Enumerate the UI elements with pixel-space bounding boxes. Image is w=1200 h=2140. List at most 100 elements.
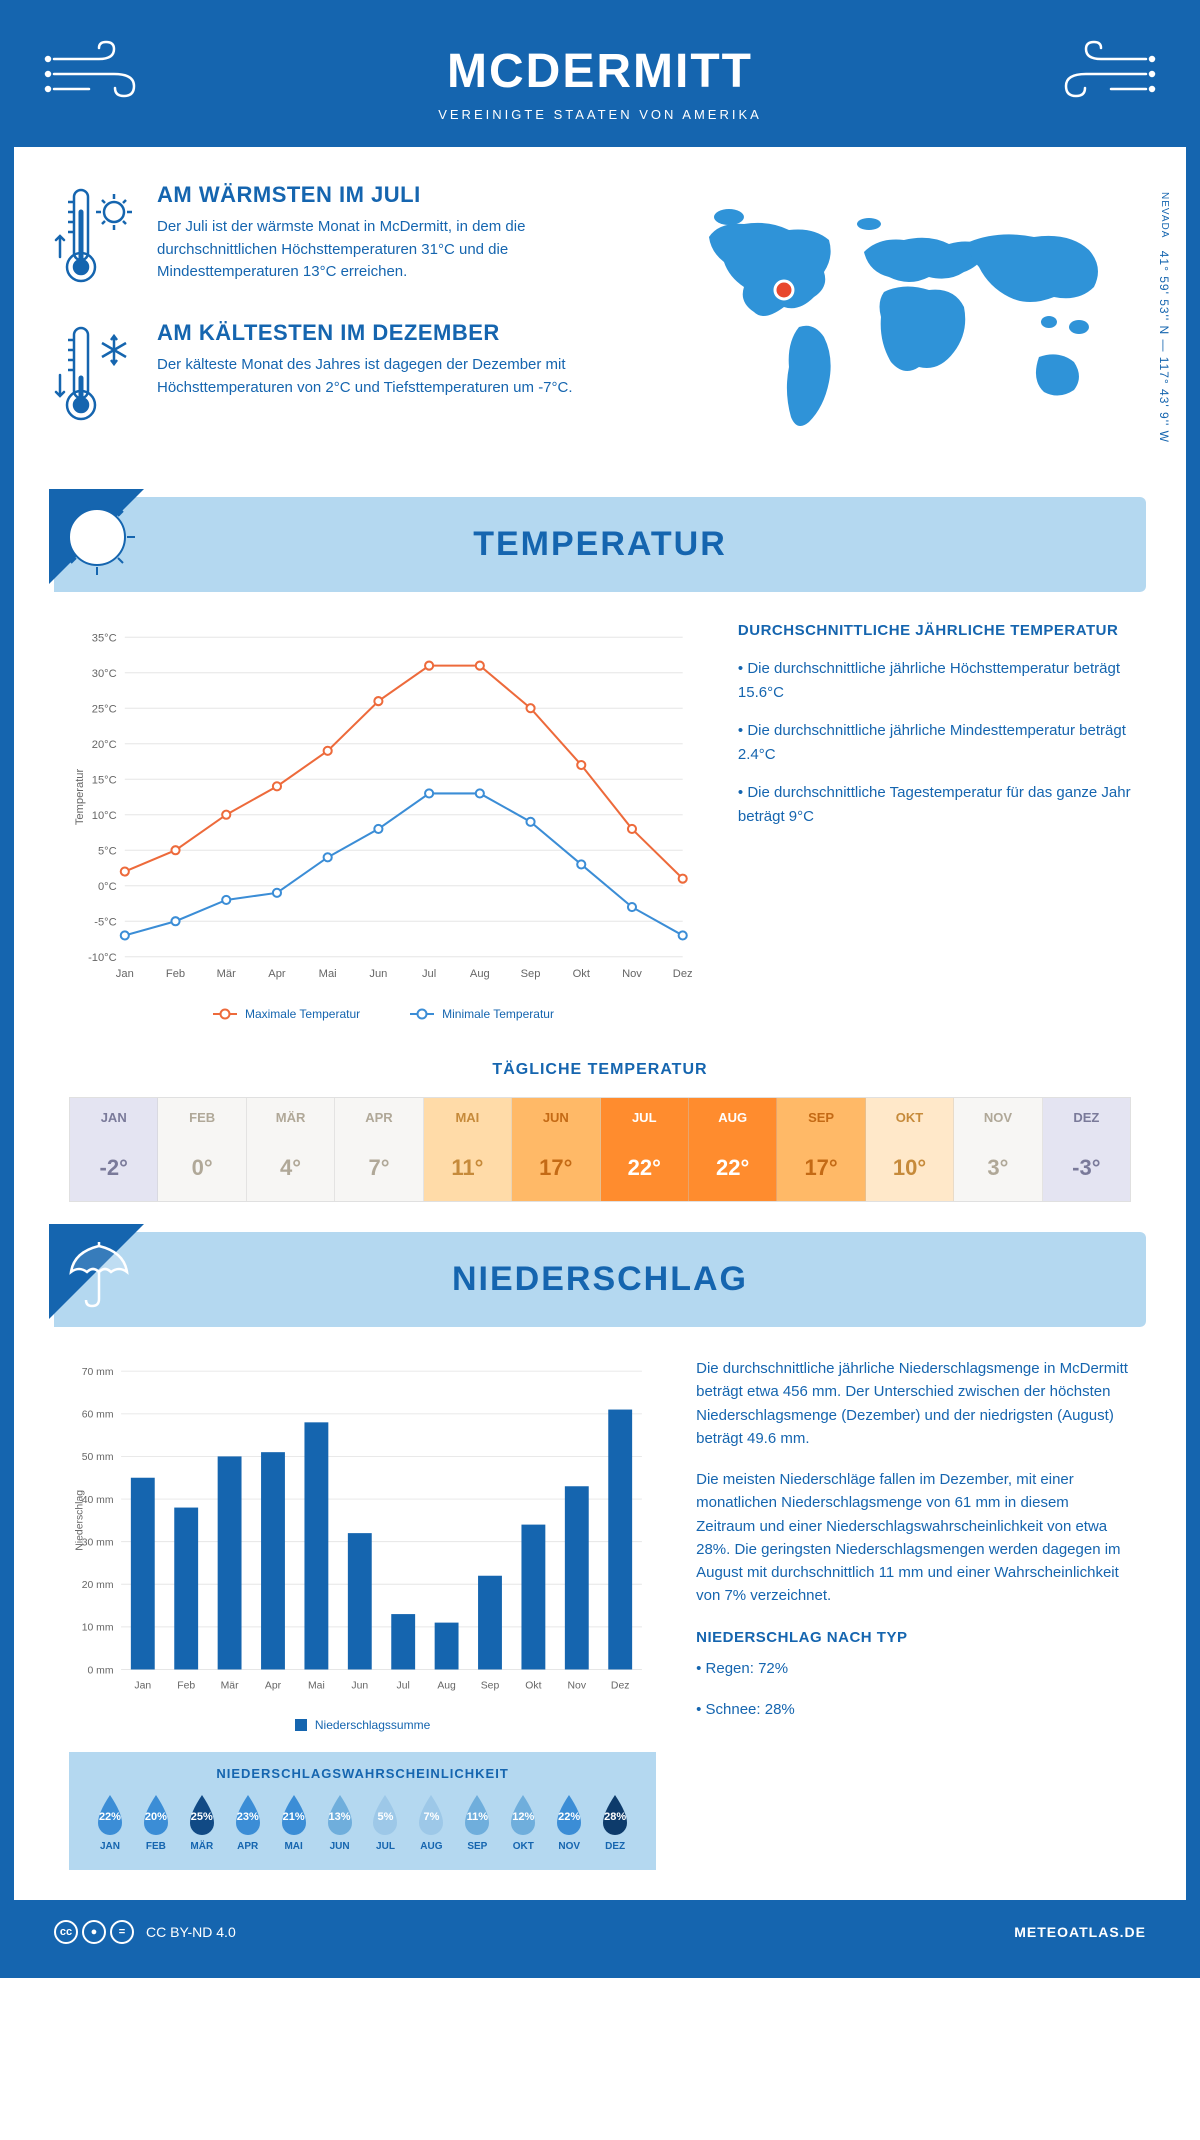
umbrella-icon xyxy=(49,1224,159,1334)
svg-text:Jul: Jul xyxy=(397,1681,410,1692)
sun-icon xyxy=(49,489,159,599)
svg-text:Mai: Mai xyxy=(319,968,337,980)
temperature-chart: -10°C-5°C0°C5°C10°C15°C20°C25°C30°C35°CJ… xyxy=(69,622,698,987)
daily-cell: MAI11° xyxy=(424,1098,512,1201)
precip-type-title: NIEDERSCHLAG NACH TYP xyxy=(696,1626,1131,1649)
probability-item: 13%JUN xyxy=(317,1793,363,1852)
svg-text:Temperatur: Temperatur xyxy=(74,769,86,826)
temp-info-b3: • Die durchschnittliche Tagestemperatur … xyxy=(738,781,1131,829)
svg-text:5°C: 5°C xyxy=(98,845,117,857)
warmest-block: AM WÄRMSTEN IM JULI Der Juli ist der wär… xyxy=(54,182,622,292)
svg-text:0°C: 0°C xyxy=(98,881,117,893)
probability-item: 21%MAI xyxy=(271,1793,317,1852)
cc-icons: cc●= xyxy=(54,1920,134,1944)
daily-cell: AUG22° xyxy=(689,1098,777,1201)
daily-cell: MÄR4° xyxy=(247,1098,335,1201)
precip-legend: Niederschlagssumme xyxy=(69,1718,656,1732)
svg-text:Feb: Feb xyxy=(177,1681,195,1692)
svg-text:Apr: Apr xyxy=(268,968,286,980)
svg-text:Jan: Jan xyxy=(134,1681,151,1692)
svg-text:Okt: Okt xyxy=(573,968,591,980)
page-subtitle: VEREINIGTE STAATEN VON AMERIKA xyxy=(34,107,1166,122)
svg-text:-5°C: -5°C xyxy=(94,916,116,928)
svg-text:Feb: Feb xyxy=(166,968,185,980)
daily-cell: JUN17° xyxy=(512,1098,600,1201)
svg-text:35°C: 35°C xyxy=(92,632,117,644)
daily-cell: SEP17° xyxy=(777,1098,865,1201)
temp-info-title: DURCHSCHNITTLICHE JÄHRLICHE TEMPERATUR xyxy=(738,622,1131,639)
svg-text:Aug: Aug xyxy=(437,1681,456,1692)
svg-text:Apr: Apr xyxy=(265,1681,282,1692)
svg-text:60 mm: 60 mm xyxy=(82,1410,114,1421)
precip-p2: Die meisten Niederschläge fallen im Deze… xyxy=(696,1468,1131,1608)
precip-snow: • Schnee: 28% xyxy=(696,1698,1131,1721)
svg-text:50 mm: 50 mm xyxy=(82,1452,114,1463)
svg-text:10°C: 10°C xyxy=(92,810,117,822)
precip-rain: • Regen: 72% xyxy=(696,1657,1131,1680)
svg-text:10 mm: 10 mm xyxy=(82,1623,114,1634)
probability-item: 7%AUG xyxy=(408,1793,454,1852)
site-name: METEOATLAS.DE xyxy=(1014,1924,1146,1940)
coldest-title: AM KÄLTESTEN IM DEZEMBER xyxy=(157,320,622,346)
wind-icon-right xyxy=(1046,34,1156,114)
probability-item: 12%OKT xyxy=(500,1793,546,1852)
daily-cell: OKT10° xyxy=(866,1098,954,1201)
svg-text:Okt: Okt xyxy=(525,1681,541,1692)
svg-text:Aug: Aug xyxy=(470,968,490,980)
probability-item: 11%SEP xyxy=(454,1793,500,1852)
coldest-block: AM KÄLTESTEN IM DEZEMBER Der kälteste Mo… xyxy=(54,320,622,430)
thermometer-sun-icon xyxy=(54,182,139,292)
svg-text:30°C: 30°C xyxy=(92,668,117,680)
daily-cell: NOV3° xyxy=(954,1098,1042,1201)
daily-cell: DEZ-3° xyxy=(1043,1098,1130,1201)
svg-text:15°C: 15°C xyxy=(92,774,117,786)
probability-item: 22%JAN xyxy=(87,1793,133,1852)
svg-text:30 mm: 30 mm xyxy=(82,1538,114,1549)
svg-text:Sep: Sep xyxy=(521,968,541,980)
daily-cell: APR7° xyxy=(335,1098,423,1201)
header: MCDERMITT VEREINIGTE STAATEN VON AMERIKA xyxy=(14,14,1186,147)
svg-text:Nov: Nov xyxy=(568,1681,587,1692)
coordinates: NEVADA 41° 59' 53'' N — 117° 43' 9'' W xyxy=(1157,192,1171,443)
daily-cell: JUL22° xyxy=(601,1098,689,1201)
svg-text:Dez: Dez xyxy=(673,968,693,980)
probability-item: 28%DEZ xyxy=(592,1793,638,1852)
daily-title: TÄGLICHE TEMPERATUR xyxy=(14,1061,1186,1079)
svg-text:Mär: Mär xyxy=(221,1681,239,1692)
thermometer-snow-icon xyxy=(54,320,139,430)
svg-text:40 mm: 40 mm xyxy=(82,1495,114,1506)
daily-temperature-grid: JAN-2°FEB0°MÄR4°APR7°MAI11°JUN17°JUL22°A… xyxy=(69,1097,1131,1202)
svg-text:Mai: Mai xyxy=(308,1681,325,1692)
license-text: CC BY-ND 4.0 xyxy=(146,1924,236,1940)
svg-text:Dez: Dez xyxy=(611,1681,630,1692)
svg-text:Nov: Nov xyxy=(622,968,642,980)
coldest-text: Der kälteste Monat des Jahres ist dagege… xyxy=(157,354,622,399)
svg-text:Jan: Jan xyxy=(116,968,134,980)
temp-info-b2: • Die durchschnittliche jährliche Mindes… xyxy=(738,719,1131,767)
svg-text:Sep: Sep xyxy=(481,1681,500,1692)
precip-p1: Die durchschnittliche jährliche Niedersc… xyxy=(696,1357,1131,1450)
temperature-banner: TEMPERATUR xyxy=(54,497,1146,592)
svg-text:Jul: Jul xyxy=(422,968,436,980)
svg-text:20°C: 20°C xyxy=(92,739,117,751)
svg-text:-10°C: -10°C xyxy=(88,952,117,964)
svg-text:Niederschlag: Niederschlag xyxy=(74,1490,85,1551)
temp-legend: Maximale Temperatur Minimale Temperatur xyxy=(69,1007,698,1021)
probability-item: 25%MÄR xyxy=(179,1793,225,1852)
warmest-text: Der Juli ist der wärmste Monat in McDerm… xyxy=(157,216,622,284)
daily-cell: FEB0° xyxy=(158,1098,246,1201)
svg-text:Jun: Jun xyxy=(351,1681,368,1692)
svg-text:Mär: Mär xyxy=(217,968,236,980)
page-title: MCDERMITT xyxy=(34,44,1166,99)
warmest-title: AM WÄRMSTEN IM JULI xyxy=(157,182,622,208)
precipitation-chart: 0 mm10 mm20 mm30 mm40 mm50 mm60 mm70 mmJ… xyxy=(69,1357,656,1698)
precipitation-banner: NIEDERSCHLAG xyxy=(54,1232,1146,1327)
probability-item: 5%JUL xyxy=(363,1793,409,1852)
svg-text:70 mm: 70 mm xyxy=(82,1367,114,1378)
svg-text:Jun: Jun xyxy=(369,968,387,980)
temp-info-b1: • Die durchschnittliche jährliche Höchst… xyxy=(738,657,1131,705)
svg-text:20 mm: 20 mm xyxy=(82,1580,114,1591)
footer: cc●= CC BY-ND 4.0 METEOATLAS.DE xyxy=(14,1900,1186,1964)
probability-box: NIEDERSCHLAGSWAHRSCHEINLICHKEIT 22%JAN20… xyxy=(69,1752,656,1870)
location-marker xyxy=(775,281,793,299)
